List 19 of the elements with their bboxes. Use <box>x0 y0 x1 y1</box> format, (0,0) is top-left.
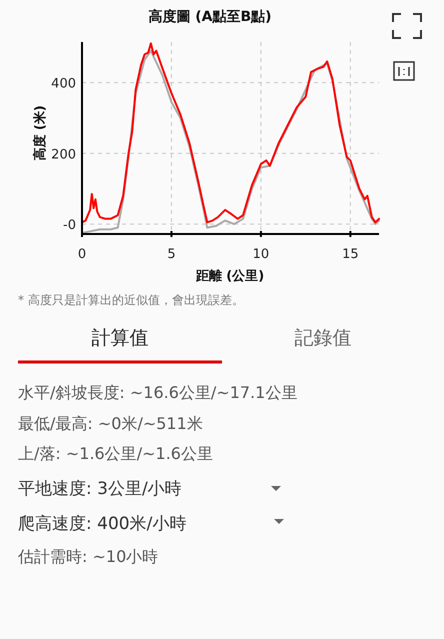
x-tick-label: 15 <box>342 247 359 262</box>
text: * 高度只是計算出的近似值，會出現誤差。 <box>18 293 244 307</box>
text: 爬高速度: 400米/小時 <box>18 514 186 534</box>
text: 水平/斜坡長度: ~16.6公里/~17.1公里 <box>18 383 298 402</box>
x-axis-title: 距離 (公里) <box>194 269 264 284</box>
x-tick-label: 0 <box>78 247 86 262</box>
y-tick-label: 400 <box>51 76 76 92</box>
text: 計算值 <box>92 327 148 349</box>
x-tick-label: 5 <box>167 247 176 262</box>
chart-title: 高度圖 (A點至B點) <box>148 8 272 25</box>
text: 平地速度: 3公里/小時 <box>18 479 182 499</box>
text: 記錄值 <box>294 327 352 349</box>
y-tick-label: 200 <box>51 147 76 162</box>
x-tick-label: 10 <box>252 247 270 262</box>
y-axis-title: 高度 (米) <box>32 105 48 161</box>
text: 上/落: ~1.6公里/~1.6公里 <box>18 444 213 463</box>
text: 估計需時: ~10小時 <box>17 547 158 566</box>
text: 最低/最高: ~0米/~511米 <box>18 414 203 433</box>
y-tick-label: -0 <box>63 218 76 234</box>
